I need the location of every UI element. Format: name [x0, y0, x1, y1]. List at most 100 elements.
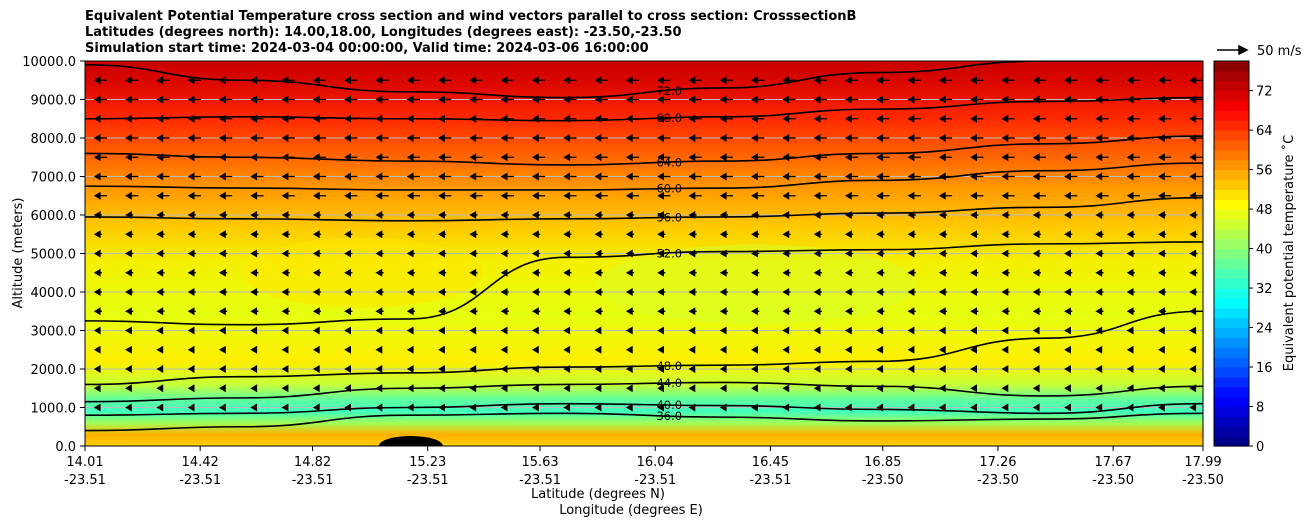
wind-vector	[1158, 133, 1172, 143]
wind-vector	[406, 191, 420, 200]
wind-vector	[1064, 133, 1078, 143]
wind-vector	[1158, 76, 1172, 85]
wind-vector	[1095, 95, 1109, 104]
wind-vector	[657, 403, 664, 412]
wind-vector	[813, 287, 822, 297]
wind-vector	[156, 287, 165, 297]
wind-vector	[312, 403, 320, 412]
wind-vector	[657, 268, 666, 277]
wind-vector	[1064, 249, 1073, 258]
wind-vector	[625, 364, 633, 374]
wind-vector	[719, 133, 733, 143]
wind-vector	[751, 287, 760, 297]
x-tick-label-lon: -23.50	[862, 473, 904, 488]
wind-vector	[751, 153, 765, 162]
wind-vector	[438, 114, 452, 123]
x-tick-label-lon: -23.50	[977, 473, 1019, 488]
wind-vector	[281, 230, 290, 239]
wind-vector	[1095, 249, 1104, 258]
wind-vector	[1126, 307, 1135, 316]
wind-vector	[250, 153, 264, 162]
colorbar-tick-label: 64	[1256, 124, 1273, 139]
wind-vector	[469, 210, 478, 220]
wind-vector	[500, 287, 509, 297]
wind-vector	[594, 326, 602, 335]
colorbar-segment	[1214, 248, 1249, 260]
wind-vector	[876, 307, 885, 316]
colorbar-segment	[1214, 179, 1249, 190]
wind-vector	[688, 114, 702, 123]
wind-vector	[469, 230, 478, 239]
wind-vector	[375, 172, 389, 181]
wind-vector	[719, 153, 733, 162]
wind-vector	[219, 114, 233, 123]
wind-vector	[500, 153, 514, 162]
wind-vector	[938, 364, 946, 374]
wind-vector	[594, 268, 603, 277]
wind-vector	[375, 191, 389, 200]
wind-vector	[406, 345, 414, 354]
wind-vector	[813, 133, 827, 143]
wind-vector	[1001, 133, 1015, 143]
colorbar-segment	[1214, 367, 1249, 378]
wind-vector	[813, 249, 822, 258]
wind-vector	[125, 384, 132, 393]
wind-vector	[469, 307, 478, 316]
wind-vector	[907, 95, 921, 104]
wind-vector	[1032, 76, 1046, 85]
contour-label-40: 40.0	[656, 398, 682, 412]
wind-vector	[156, 95, 170, 104]
wind-vector	[876, 114, 890, 123]
wind-vector	[688, 172, 702, 181]
contour-line-60	[85, 162, 1203, 191]
wind-vector	[813, 307, 822, 316]
wind-vector	[1095, 345, 1103, 354]
wind-vector	[970, 384, 977, 393]
wind-vector	[438, 384, 445, 393]
wind-vector	[1095, 307, 1104, 316]
wind-vector	[93, 172, 107, 181]
colorbar-segment	[1214, 120, 1249, 131]
wind-vector	[1095, 133, 1109, 143]
wind-vector	[344, 326, 351, 335]
wind-vector	[532, 172, 546, 181]
wind-vector	[375, 326, 383, 335]
wind-vector	[187, 364, 195, 374]
wind-vector	[907, 287, 916, 297]
wind-vector	[125, 403, 132, 412]
wind-vector	[1126, 76, 1140, 85]
wind-vector	[156, 76, 170, 85]
wind-vector	[93, 403, 101, 412]
wind-vector	[375, 403, 383, 412]
wind-vector	[938, 384, 946, 393]
wind-vector	[250, 326, 258, 335]
colorbar-segment	[1214, 357, 1249, 368]
wind-vector	[312, 345, 320, 354]
wind-vector	[657, 287, 666, 297]
wind-vector	[93, 326, 101, 335]
wind-vector	[438, 191, 452, 200]
wind-vector	[1095, 384, 1103, 393]
wind-vector	[438, 95, 452, 104]
wind-vector	[312, 210, 322, 220]
wind-vector	[532, 326, 539, 335]
wind-vector	[1189, 133, 1203, 143]
wind-vector	[657, 191, 671, 200]
wind-vector	[751, 230, 760, 239]
wind-vector	[782, 172, 796, 181]
wind-vector	[93, 249, 102, 258]
x-tick-label-lat: 17.99	[1184, 455, 1221, 470]
wind-vector	[876, 76, 890, 85]
wind-vector	[406, 153, 420, 162]
wind-vector	[876, 133, 890, 143]
wind-vector	[250, 230, 259, 239]
wind-vector	[93, 384, 101, 393]
wind-vector	[1001, 249, 1010, 258]
wind-vector	[845, 249, 854, 258]
wind-vector	[1095, 268, 1104, 277]
wind-vector	[125, 172, 139, 181]
wind-vector	[907, 114, 921, 123]
wind-vector	[782, 191, 796, 200]
wind-vector	[1001, 172, 1015, 181]
